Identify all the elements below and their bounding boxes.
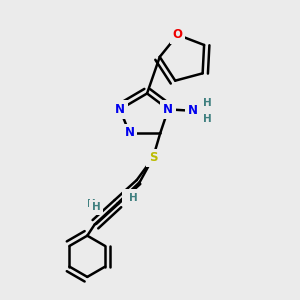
Text: N: N [124, 126, 134, 140]
Text: N: N [115, 103, 125, 116]
Text: S: S [149, 152, 157, 164]
Text: H: H [125, 191, 134, 202]
Text: H: H [87, 199, 95, 209]
Text: N: N [188, 104, 198, 117]
Text: H: H [203, 98, 212, 108]
Text: H: H [128, 193, 137, 203]
Text: H: H [203, 114, 212, 124]
Text: O: O [172, 28, 183, 41]
Text: H: H [92, 202, 100, 212]
Text: N: N [163, 103, 173, 116]
